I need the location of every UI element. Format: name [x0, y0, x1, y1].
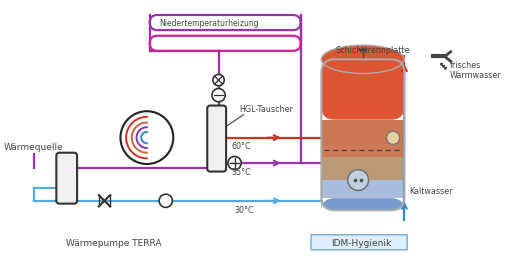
- Circle shape: [159, 194, 172, 208]
- Text: HGL-Tauscher: HGL-Tauscher: [239, 105, 292, 114]
- Text: 35°C: 35°C: [231, 168, 251, 177]
- Circle shape: [213, 74, 224, 86]
- Text: IDM-Hygienik: IDM-Hygienik: [330, 239, 390, 248]
- FancyBboxPatch shape: [56, 153, 77, 204]
- Circle shape: [228, 156, 241, 170]
- Text: Warmwasser: Warmwasser: [449, 71, 500, 80]
- FancyBboxPatch shape: [311, 235, 407, 250]
- FancyBboxPatch shape: [321, 59, 403, 210]
- Text: Niedertemperaturheizung: Niedertemperaturheizung: [159, 19, 258, 28]
- Bar: [321, 157, 403, 180]
- Circle shape: [212, 89, 225, 102]
- Text: Schichttrennplatte: Schichttrennplatte: [335, 46, 409, 55]
- FancyBboxPatch shape: [321, 197, 403, 211]
- Ellipse shape: [321, 45, 403, 73]
- Text: Kaltwasser: Kaltwasser: [408, 187, 451, 196]
- FancyBboxPatch shape: [207, 106, 226, 172]
- Text: 30°C: 30°C: [234, 205, 254, 215]
- Circle shape: [386, 131, 399, 144]
- Bar: [321, 180, 403, 198]
- Text: Wärmequelle: Wärmequelle: [4, 143, 63, 151]
- Bar: [321, 120, 403, 157]
- Text: frisches: frisches: [449, 61, 480, 70]
- Circle shape: [347, 170, 368, 190]
- Text: 60°C: 60°C: [231, 142, 251, 151]
- FancyBboxPatch shape: [321, 59, 403, 120]
- Text: Wärmepumpe TERRA: Wärmepumpe TERRA: [66, 239, 161, 248]
